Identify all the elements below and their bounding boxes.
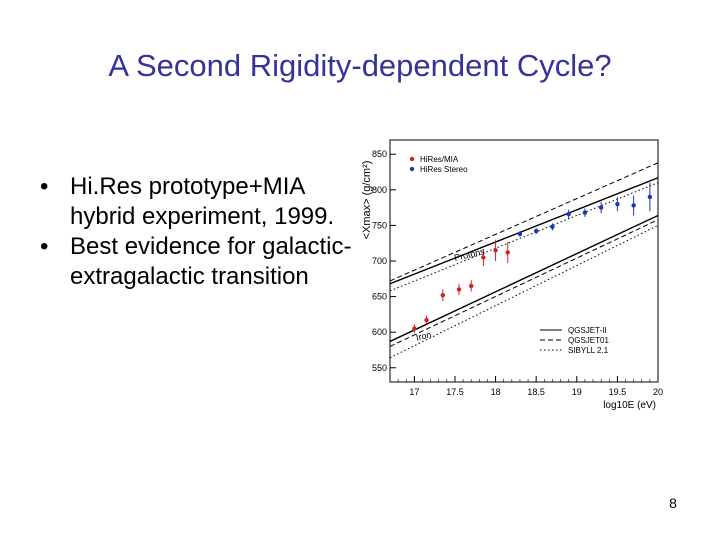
bullet-list: • Hi.Res prototype+MIA hybrid experiment,… [40, 172, 360, 292]
legend-label: QGSJET01 [568, 336, 609, 345]
model-line-protons-solid [390, 177, 658, 285]
bullet-text: Best evidence for galactic-extragalactic… [70, 233, 352, 290]
legend-label: SIBYLL 2.1 [568, 346, 609, 355]
x-tick-label: 20 [653, 387, 663, 397]
data-point-hires-stereo [647, 194, 653, 200]
model-line-iron-solid [390, 214, 658, 343]
bullet-item: • Best evidence for galactic-extragalacti… [40, 232, 360, 292]
bullet-item: • Hi.Res prototype+MIA hybrid experiment,… [40, 172, 360, 232]
y-tick-label: 650 [372, 292, 387, 302]
data-point-hires-mia [469, 283, 474, 289]
data-point-hires-stereo [582, 210, 588, 215]
data-point-hires-mia [440, 292, 445, 298]
y-tick-label: 550 [372, 363, 387, 373]
x-tick-label: 18.5 [527, 387, 545, 397]
data-point-hires-mia [505, 250, 510, 255]
model-line-protons-dashed [390, 162, 658, 282]
data-point-hires-mia [481, 255, 486, 260]
y-tick-label: 700 [372, 256, 387, 266]
legend-label: HiRes/MIA [420, 155, 459, 164]
page-number: 8 [669, 495, 677, 511]
model-line-iron-dotted [390, 224, 658, 359]
bullet-symbol: • [40, 173, 49, 200]
slide-title: A Second Rigidity-dependent Cycle? [108, 48, 612, 83]
legend-marker [409, 156, 415, 162]
data-point-hires-mia [412, 326, 417, 331]
xmax-chart-svg: 550 600 650 700 750 800 850 17 17.5 18 18.5 19 19.5 2… [361, 139, 663, 411]
x-tick-label: 17 [409, 387, 419, 397]
data-point-hires-stereo [517, 231, 523, 237]
model-line-protons-dotted [390, 182, 658, 292]
bullet-symbol: • [40, 233, 49, 260]
plot-frame [389, 139, 659, 383]
model-line-iron-dashed [390, 219, 658, 347]
xmax-chart: 550 600 650 700 750 800 850 17 17.5 18 18.5 19 19.5 2… [356, 130, 686, 420]
y-axis-label: <Xmax> (g/cm²) [361, 161, 373, 240]
annotation-iron: Iron [415, 329, 432, 342]
data-point-hires-stereo [566, 211, 571, 217]
legend-marker [409, 166, 415, 172]
x-tick-label: 19.5 [609, 387, 627, 397]
x-tick-label: 17.5 [446, 387, 464, 397]
data-point-hires-stereo [550, 224, 555, 230]
y-tick-label: 850 [372, 149, 387, 159]
x-tick-label: 18 [491, 387, 501, 397]
data-point-hires-mia [456, 287, 462, 292]
legend-label: QGSJET-II [568, 326, 607, 335]
data-point-hires-mia [424, 317, 429, 323]
y-tick-label: 750 [372, 220, 387, 230]
data-point-hires-stereo [615, 201, 620, 207]
y-tick-label: 800 [372, 185, 387, 195]
bullet-text: Hi.Res prototype+MIA hybrid experiment, … [70, 173, 335, 230]
data-points [412, 182, 653, 333]
data-point-hires-mia [493, 248, 498, 253]
legend-label: HiRes Stereo [420, 165, 468, 174]
y-tick-label: 600 [372, 327, 387, 337]
data-point-hires-stereo [631, 203, 636, 208]
x-tick-label: 19 [572, 387, 582, 397]
model-lines [390, 162, 658, 359]
x-axis-label: log10E (eV) [603, 400, 656, 411]
axis-ticks: 550 600 650 700 750 800 850 17 17.5 18 18.5 19 19.5 2… [372, 149, 663, 397]
data-point-hires-stereo [598, 205, 604, 210]
data-point-hires-stereo [533, 228, 539, 234]
